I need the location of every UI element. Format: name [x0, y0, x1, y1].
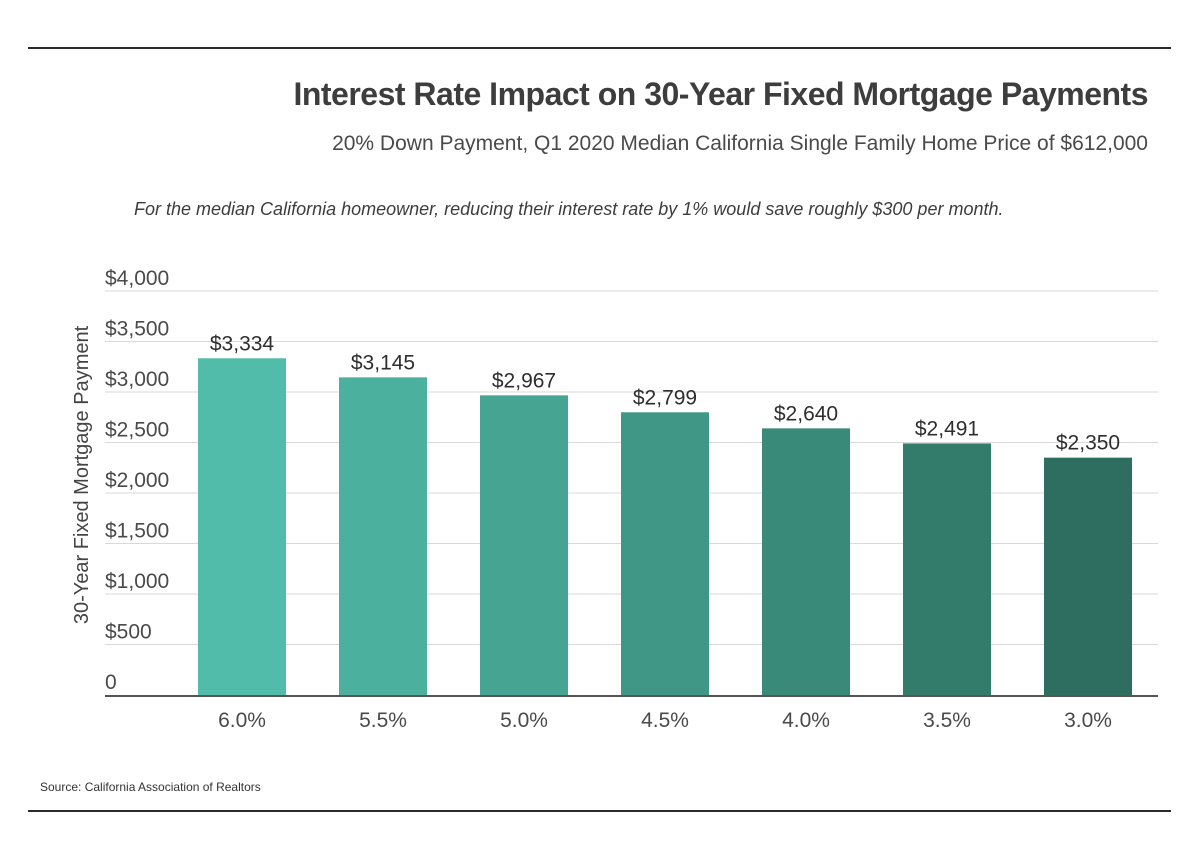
x-tick-label: 3.0%	[1064, 709, 1112, 732]
y-tick-label: $2,000	[105, 469, 169, 492]
bar	[1044, 457, 1132, 695]
y-axis-title: 30-Year Fixed Mortgage Payment	[71, 325, 93, 624]
data-label: $2,799	[633, 386, 697, 409]
y-tick-label: $1,500	[105, 520, 169, 543]
x-tick-label: 4.5%	[641, 709, 689, 732]
data-label: $2,967	[492, 369, 556, 392]
bar	[480, 395, 568, 695]
x-tick-label: 4.0%	[782, 709, 830, 732]
y-tick-label: $2,500	[105, 419, 169, 442]
bar	[339, 377, 427, 695]
bars	[198, 358, 1132, 695]
y-tick-label: $1,000	[105, 570, 169, 593]
y-tick-label: $4,000	[105, 267, 169, 290]
chart-note: For the median California homeowner, red…	[134, 199, 1004, 219]
data-label: $2,640	[774, 402, 838, 425]
x-tick-label: 5.0%	[500, 709, 548, 732]
data-label: $2,491	[915, 417, 979, 440]
y-tick-label: $3,500	[105, 318, 169, 341]
data-label: $3,145	[351, 351, 415, 374]
data-label: $2,350	[1056, 432, 1120, 455]
y-tick-label: $3,000	[105, 368, 169, 391]
x-tick-label: 5.5%	[359, 709, 407, 732]
bar	[198, 358, 286, 695]
data-label: $3,334	[210, 332, 275, 355]
bottom-rule	[28, 810, 1171, 812]
bar	[762, 428, 850, 695]
bar	[621, 412, 709, 695]
y-tick-label: $500	[105, 621, 152, 644]
top-rule	[28, 47, 1171, 49]
y-tick-label: 0	[105, 671, 117, 694]
chart-title: Interest Rate Impact on 30-Year Fixed Mo…	[293, 76, 1148, 112]
x-axis-ticks: 6.0% 5.5% 5.0% 4.5% 4.0% 3.5% 3.0%	[218, 709, 1112, 732]
source-note: Source: California Association of Realto…	[40, 780, 261, 794]
x-tick-label: 6.0%	[218, 709, 266, 732]
y-axis-ticks: 0 $500 $1,000 $1,500 $2,000 $2,500 $3,000 $3,50…	[105, 267, 169, 694]
bar	[903, 443, 991, 695]
data-labels: $3,334 $3,145 $2,967 $2,799 $2,640 $2,491 $2,3…	[210, 332, 1120, 454]
x-tick-label: 3.5%	[923, 709, 971, 732]
chart-subtitle: 20% Down Payment, Q1 2020 Median Califor…	[332, 132, 1148, 155]
